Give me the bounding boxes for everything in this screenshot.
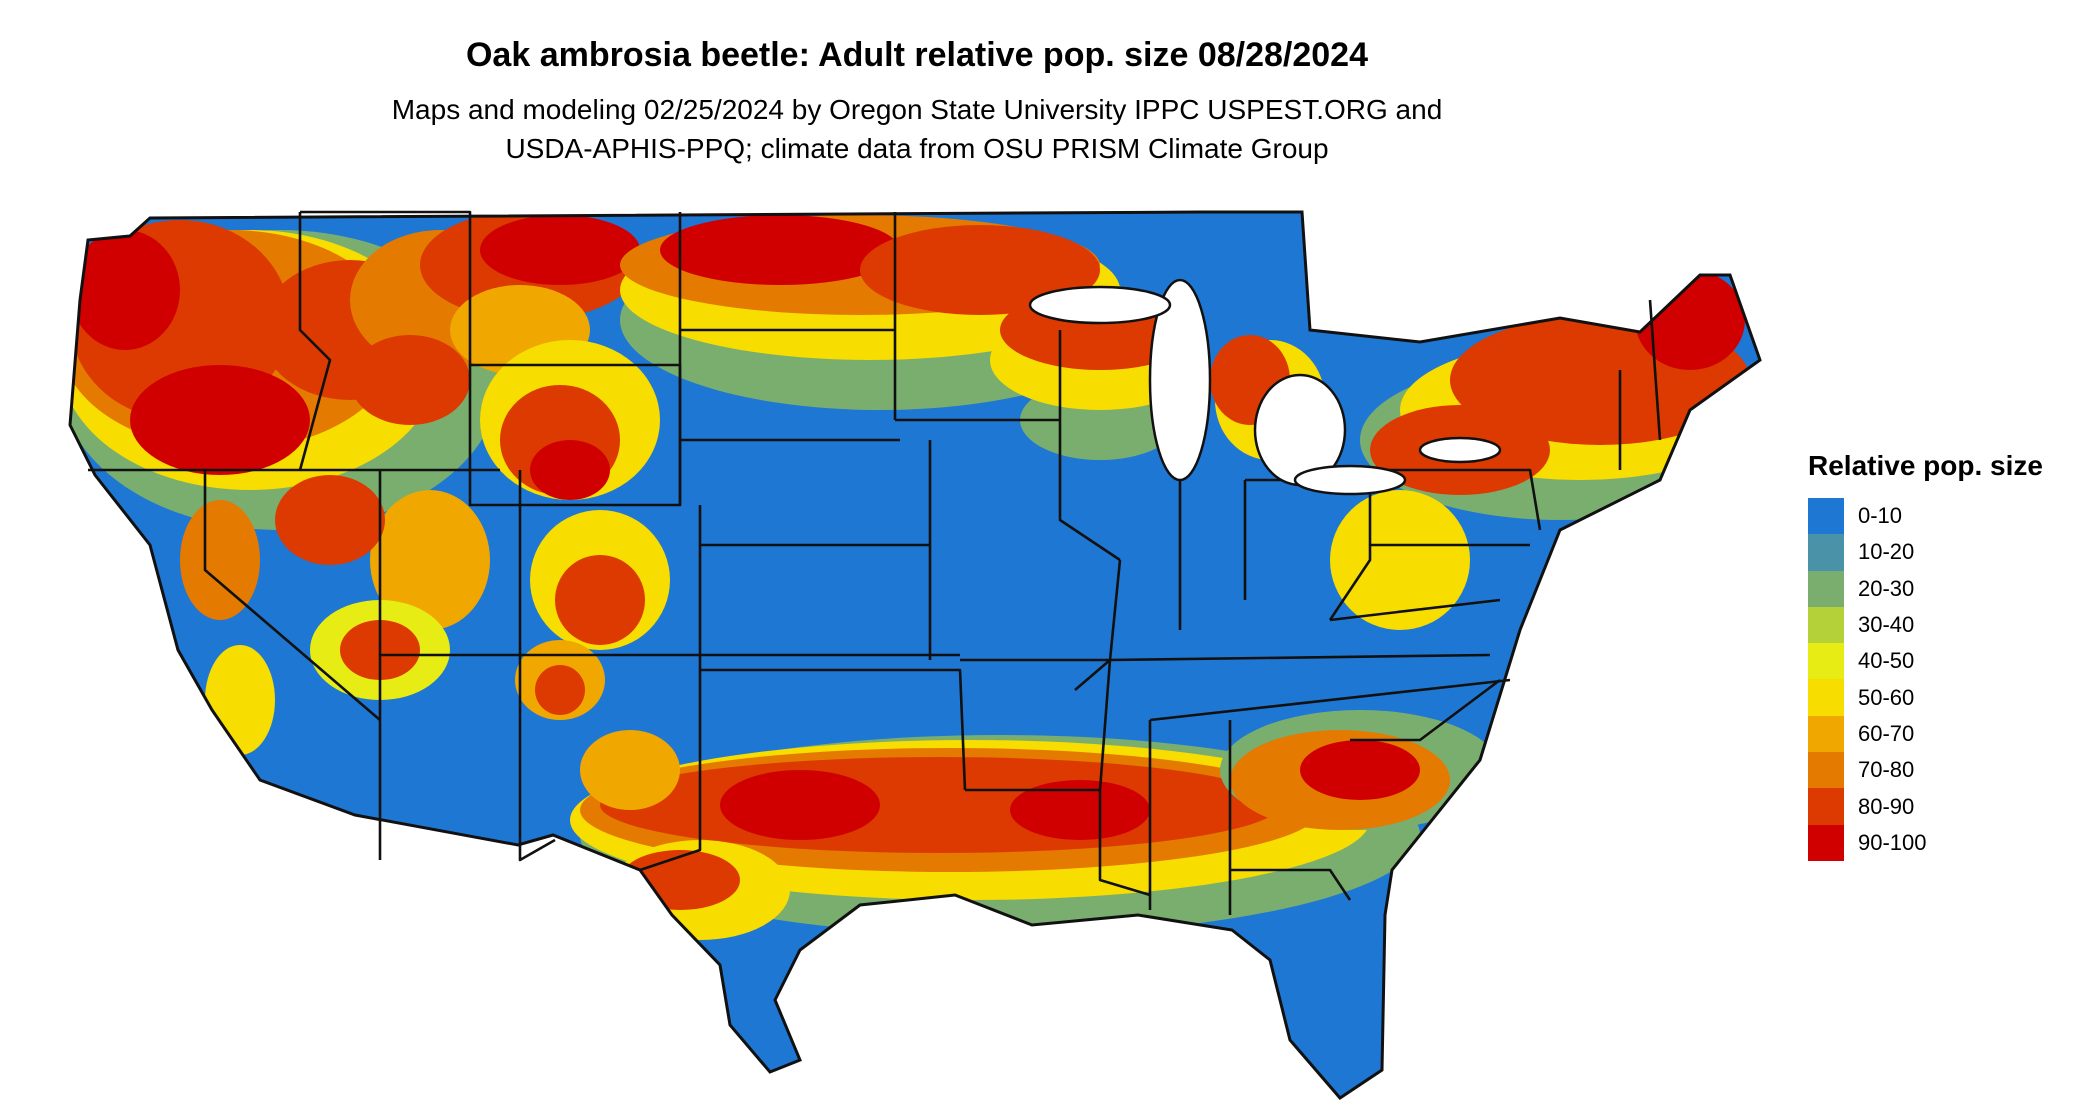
state-border <box>1328 480 1372 621</box>
state-border <box>1648 299 1662 441</box>
population-zone <box>180 500 260 620</box>
population-zone <box>860 225 1100 315</box>
state-border <box>639 655 702 872</box>
legend-label: 30-40 <box>1858 612 1915 638</box>
map-title: Oak ambrosia beetle: Adult relative pop.… <box>465 36 1368 74</box>
legend-swatch <box>1808 679 1844 716</box>
legend-label: 90-100 <box>1858 829 1927 855</box>
state-border <box>300 210 472 360</box>
population-zone <box>1010 780 1150 840</box>
legend-label: 0-10 <box>1858 503 1903 529</box>
population-zone <box>370 490 490 630</box>
population-zone <box>660 215 900 285</box>
legend-swatch <box>1808 715 1844 753</box>
state-border <box>203 470 381 721</box>
population-zone <box>1300 740 1420 800</box>
state-border <box>378 470 522 657</box>
great-lake <box>1148 278 1212 482</box>
legend-item: 70-80 <box>1808 752 2078 789</box>
legend-label: 80-90 <box>1858 793 1915 819</box>
population-zone <box>480 215 640 285</box>
legend-item: 20-30 <box>1808 570 2078 607</box>
state-border <box>1109 653 1491 662</box>
population-zone <box>350 335 470 425</box>
population-zones <box>70 212 1760 940</box>
legend-item: 30-40 <box>1808 606 2078 644</box>
map-subtitle-line-1: Maps and modeling 02/25/2024 by Oregon S… <box>391 94 1443 125</box>
legend-item: 40-50 <box>1808 643 2078 680</box>
population-zone <box>70 230 180 350</box>
legend-item: 90-100 <box>1808 824 2078 861</box>
population-zone <box>130 365 310 475</box>
us-outline <box>68 210 1762 1100</box>
legend-label: 40-50 <box>1858 648 1915 674</box>
state-borders <box>88 210 1662 915</box>
population-zone <box>1330 490 1470 630</box>
state-border <box>1370 468 1542 531</box>
population-zone <box>580 730 680 810</box>
legend-label: 70-80 <box>1858 757 1915 783</box>
map-subtitle-line-2: USDA-APHIS-PPQ; climate data from OSU PR… <box>505 133 1329 164</box>
state-border <box>1058 330 1121 562</box>
great-lake <box>1418 436 1502 464</box>
legend-item: 0-10 <box>1808 498 2078 535</box>
great-lake <box>1028 285 1172 325</box>
legend-label: 20-30 <box>1858 575 1915 601</box>
legend-item: 50-60 <box>1808 679 2078 716</box>
state-border <box>518 655 556 862</box>
map-panel <box>60 200 1780 1100</box>
state-border <box>298 212 332 471</box>
legend-swatch <box>1808 534 1844 571</box>
great-lake <box>1293 464 1407 496</box>
legend-label: 60-70 <box>1858 720 1915 746</box>
legend-item: 80-90 <box>1808 788 2078 825</box>
legend-swatch <box>1808 498 1844 535</box>
population-zone <box>600 757 1280 853</box>
legend-swatch <box>1808 752 1844 789</box>
state-border <box>1230 868 1352 901</box>
population-zone <box>275 475 385 565</box>
state-border <box>1098 790 1151 897</box>
legend-label: 50-60 <box>1858 684 1915 710</box>
state-border <box>1350 678 1501 742</box>
population-zone <box>530 440 610 500</box>
legend-swatch <box>1808 606 1844 644</box>
legend-swatch <box>1808 824 1844 861</box>
legend-swatch <box>1808 570 1844 607</box>
legend-swatch <box>1808 643 1844 680</box>
state-border <box>1149 678 1511 722</box>
legend-title: Relative pop. size <box>1808 450 2043 481</box>
legend-swatch <box>1808 788 1844 825</box>
population-zone <box>720 770 880 840</box>
state-border <box>1329 598 1501 622</box>
legend-label: 10-20 <box>1858 539 1915 565</box>
legend-item: 10-20 <box>1808 534 2078 571</box>
population-zone <box>555 555 645 645</box>
legend-item: 60-70 <box>1808 715 2078 753</box>
us-map <box>68 210 1762 1100</box>
population-zone <box>535 665 585 715</box>
legend-items: 0-10 10-20 20-30 30-40 40-50 50-60 60-70 70-80 8… <box>1808 498 2078 861</box>
state-border <box>700 668 967 791</box>
population-zone <box>620 850 740 910</box>
legend: Relative pop. size 0-10 10-20 20-30 30-40 40… <box>1808 450 2078 861</box>
population-zone <box>205 645 275 755</box>
